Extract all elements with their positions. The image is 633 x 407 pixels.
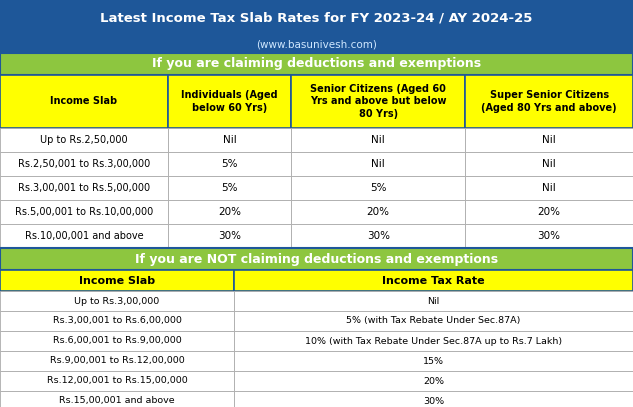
Text: Rs.15,00,001 and above: Rs.15,00,001 and above (60, 396, 175, 405)
Text: Latest Income Tax Slab Rates for FY 2023-24 / AY 2024-25: Latest Income Tax Slab Rates for FY 2023… (100, 11, 533, 24)
Text: 30%: 30% (218, 231, 241, 241)
Bar (0, 75, 168, 128)
Text: If you are claiming deductions and exemptions: If you are claiming deductions and exemp… (152, 57, 481, 70)
Bar (0, 391, 234, 407)
Bar (234, 371, 633, 391)
Bar (168, 152, 291, 176)
Text: Nil: Nil (372, 135, 385, 145)
Bar (168, 176, 291, 200)
Bar (234, 391, 633, 407)
Bar (168, 224, 291, 248)
Bar (0, 128, 168, 152)
Bar (0, 224, 168, 248)
Text: 20%: 20% (537, 207, 561, 217)
Text: Rs.12,00,001 to Rs.15,00,000: Rs.12,00,001 to Rs.15,00,000 (47, 376, 187, 385)
Bar (0, 331, 234, 351)
Text: Rs.6,00,001 to Rs.9,00,000: Rs.6,00,001 to Rs.9,00,000 (53, 337, 182, 346)
Text: 30%: 30% (423, 396, 444, 405)
Text: If you are NOT claiming deductions and exemptions: If you are NOT claiming deductions and e… (135, 252, 498, 265)
Bar (465, 176, 633, 200)
Bar (465, 75, 633, 128)
Bar (0, 270, 234, 291)
Text: 5%: 5% (370, 183, 387, 193)
Text: 30%: 30% (537, 231, 561, 241)
Bar (0, 311, 234, 331)
Bar (291, 200, 465, 224)
Text: Up to Rs.2,50,000: Up to Rs.2,50,000 (40, 135, 128, 145)
Bar (234, 311, 633, 331)
Bar (291, 224, 465, 248)
Text: Nil: Nil (542, 135, 556, 145)
Text: Income Tax Rate: Income Tax Rate (382, 276, 485, 285)
Bar (465, 128, 633, 152)
Bar (0, 371, 234, 391)
Bar (291, 152, 465, 176)
Text: 15%: 15% (423, 357, 444, 365)
Bar (234, 351, 633, 371)
Bar (0, 351, 234, 371)
Bar (0, 36, 633, 53)
Text: 20%: 20% (367, 207, 390, 217)
Bar (465, 200, 633, 224)
Text: Nil: Nil (542, 159, 556, 169)
Text: 5%: 5% (221, 159, 238, 169)
Bar (291, 128, 465, 152)
Bar (0, 248, 633, 270)
Text: Senior Citizens (Aged 60
Yrs and above but below
80 Yrs): Senior Citizens (Aged 60 Yrs and above b… (310, 84, 446, 119)
Text: Nil: Nil (542, 183, 556, 193)
Text: Individuals (Aged
below 60 Yrs): Individuals (Aged below 60 Yrs) (181, 90, 278, 113)
Text: (www.basunivesh.com): (www.basunivesh.com) (256, 39, 377, 50)
Bar (0, 53, 633, 75)
Text: 20%: 20% (218, 207, 241, 217)
Text: Nil: Nil (372, 159, 385, 169)
Text: Up to Rs.3,00,000: Up to Rs.3,00,000 (75, 297, 160, 306)
Text: Rs.9,00,001 to Rs.12,00,000: Rs.9,00,001 to Rs.12,00,000 (50, 357, 184, 365)
Bar (168, 200, 291, 224)
Bar (168, 128, 291, 152)
Text: Income Slab: Income Slab (50, 96, 118, 107)
Text: Rs.3,00,001 to Rs.5,00,000: Rs.3,00,001 to Rs.5,00,000 (18, 183, 150, 193)
Text: 30%: 30% (367, 231, 390, 241)
Bar (234, 291, 633, 311)
Bar (0, 291, 234, 311)
Bar (291, 75, 465, 128)
Text: 5%: 5% (221, 183, 238, 193)
Text: Super Senior Citizens
(Aged 80 Yrs and above): Super Senior Citizens (Aged 80 Yrs and a… (481, 90, 617, 113)
Text: Rs.2,50,001 to Rs.3,00,000: Rs.2,50,001 to Rs.3,00,000 (18, 159, 150, 169)
Text: Income Slab: Income Slab (79, 276, 155, 285)
Bar (0, 200, 168, 224)
Text: 20%: 20% (423, 376, 444, 385)
Bar (0, 176, 168, 200)
Text: Nil: Nil (427, 297, 440, 306)
Bar (0, 152, 168, 176)
Bar (234, 331, 633, 351)
Text: 5% (with Tax Rebate Under Sec.87A): 5% (with Tax Rebate Under Sec.87A) (346, 317, 521, 326)
Bar (0, 0, 633, 36)
Bar (234, 270, 633, 291)
Text: 10% (with Tax Rebate Under Sec.87A up to Rs.7 Lakh): 10% (with Tax Rebate Under Sec.87A up to… (305, 337, 562, 346)
Bar (465, 152, 633, 176)
Bar (168, 75, 291, 128)
Text: Rs.10,00,001 and above: Rs.10,00,001 and above (25, 231, 143, 241)
Bar (291, 176, 465, 200)
Bar (465, 224, 633, 248)
Text: Nil: Nil (223, 135, 236, 145)
Text: Rs.3,00,001 to Rs.6,00,000: Rs.3,00,001 to Rs.6,00,000 (53, 317, 182, 326)
Text: Rs.5,00,001 to Rs.10,00,000: Rs.5,00,001 to Rs.10,00,000 (15, 207, 153, 217)
